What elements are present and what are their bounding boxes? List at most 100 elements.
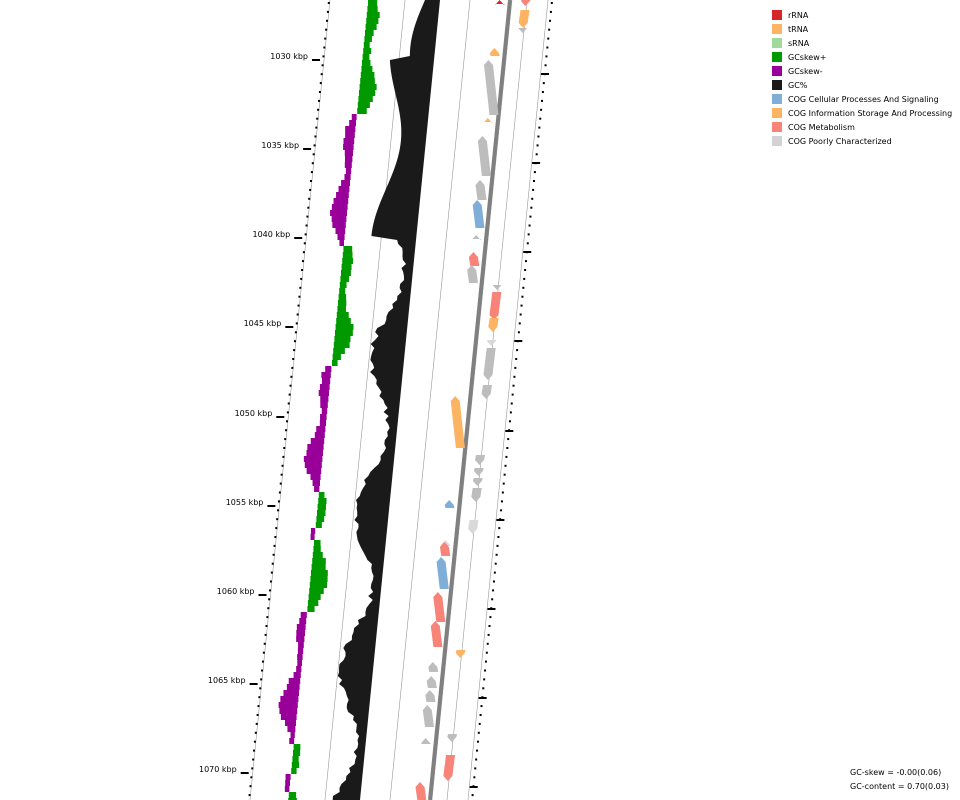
gc-skew-negative-bar bbox=[318, 390, 329, 396]
minor-tick bbox=[537, 135, 540, 138]
minor-tick bbox=[261, 669, 264, 672]
backbone-line bbox=[428, 0, 512, 800]
minor-tick bbox=[276, 518, 279, 521]
legend-swatch bbox=[772, 52, 782, 62]
minor-tick bbox=[485, 651, 488, 654]
gc-skew-negative-bar bbox=[293, 672, 301, 678]
gc-skew-positive-bar bbox=[335, 324, 354, 330]
gc-skew-positive-bar bbox=[308, 594, 321, 600]
gc-skew-negative-bar bbox=[344, 162, 352, 168]
minor-tick bbox=[508, 420, 511, 423]
gc-skew-positive-bar bbox=[339, 288, 346, 294]
gc-skew-negative-bar bbox=[349, 120, 356, 126]
minor-tick bbox=[296, 313, 299, 316]
gc-skew-negative-bar bbox=[296, 630, 305, 636]
minor-tick bbox=[248, 794, 251, 797]
minor-tick bbox=[527, 233, 530, 236]
minor-tick bbox=[284, 438, 287, 441]
gc-skew-negative-bar bbox=[332, 222, 346, 228]
minor-tick bbox=[494, 562, 497, 565]
legend-label: sRNA bbox=[788, 38, 810, 48]
minor-tick bbox=[310, 180, 312, 182]
gene-arrow bbox=[430, 621, 443, 647]
minor-tick bbox=[505, 455, 508, 458]
ring-line bbox=[446, 0, 528, 800]
gc-skew-negative-bar bbox=[341, 180, 350, 186]
gc-skew-negative-bar bbox=[344, 156, 353, 162]
gc-skew-positive-bar bbox=[318, 498, 327, 504]
minor-tick bbox=[271, 562, 274, 565]
gene-arrow bbox=[425, 690, 436, 702]
minor-tick bbox=[279, 482, 282, 485]
gc-skew-negative-bar bbox=[296, 666, 302, 672]
minor-tick bbox=[528, 224, 531, 227]
gc-skew-positive-bar bbox=[357, 102, 370, 108]
minor-tick bbox=[536, 144, 539, 147]
minor-tick bbox=[282, 455, 285, 458]
gene-arrow bbox=[444, 500, 455, 508]
gene-arrow bbox=[484, 60, 499, 115]
gc-skew-positive-bar bbox=[316, 516, 325, 522]
minor-tick bbox=[277, 500, 280, 503]
gc-skew-positive-bar bbox=[366, 18, 379, 24]
gene-arrow bbox=[472, 200, 485, 228]
gene-arrow bbox=[489, 292, 502, 320]
minor-tick bbox=[315, 126, 318, 129]
gc-skew-positive-bar bbox=[341, 264, 352, 270]
gc-skew-negative-bar bbox=[284, 720, 296, 726]
minor-tick bbox=[526, 242, 529, 245]
minor-tick bbox=[260, 678, 263, 681]
minor-tick bbox=[250, 776, 253, 779]
gc-skew-positive-bar bbox=[334, 336, 351, 342]
gc-skew-positive-bar bbox=[313, 546, 321, 552]
gc-skew-negative-bar bbox=[339, 240, 344, 246]
gc-skew-positive-bar bbox=[311, 564, 326, 570]
minor-tick bbox=[295, 322, 298, 325]
gc-skew-negative-bar bbox=[307, 444, 324, 450]
gene-arrow bbox=[468, 520, 479, 534]
gene-arrow bbox=[428, 662, 439, 672]
minor-tick bbox=[259, 687, 262, 690]
gene-arrow bbox=[477, 136, 491, 176]
legend-swatch bbox=[772, 66, 782, 76]
minor-tick bbox=[539, 117, 542, 120]
ring-line bbox=[389, 0, 471, 800]
gc-skew-positive-bar bbox=[342, 252, 353, 258]
gc-skew-negative-bar bbox=[321, 372, 331, 378]
legend-swatch bbox=[772, 10, 782, 20]
gc-skew-negative-bar bbox=[343, 138, 355, 144]
genome-backbone bbox=[428, 0, 512, 800]
gc-skew-negative-bar bbox=[280, 714, 297, 720]
gene-arrow bbox=[472, 478, 483, 486]
legend-item-rrna: rRNA bbox=[772, 8, 952, 22]
gene-arrow bbox=[422, 705, 434, 727]
minor-tick bbox=[513, 375, 516, 378]
minor-tick bbox=[532, 188, 535, 191]
gc-skew-negative-bar bbox=[310, 528, 316, 534]
gc-skew-negative-bar bbox=[298, 642, 304, 648]
gc-skew-positive-bar bbox=[362, 60, 371, 66]
minor-tick bbox=[475, 758, 478, 761]
minor-tick bbox=[550, 2, 553, 4]
gc-skew-negative-bar bbox=[306, 450, 323, 456]
legend-swatch bbox=[772, 24, 782, 34]
minor-tick bbox=[497, 536, 500, 538]
gc-skew-positive-bar bbox=[309, 588, 324, 594]
legend-item-cog-poorly: COG Poorly Characterized bbox=[772, 134, 952, 148]
minor-tick bbox=[299, 286, 302, 289]
gc-skew-positive-bar bbox=[291, 768, 297, 774]
minor-tick bbox=[305, 224, 308, 227]
minor-tick bbox=[482, 687, 485, 690]
minor-tick bbox=[514, 366, 517, 369]
legend-swatch bbox=[772, 94, 782, 104]
minor-tick bbox=[512, 384, 515, 387]
gc-skew-positive-bar bbox=[293, 750, 301, 756]
gc-skew-negative-bar bbox=[325, 366, 332, 372]
minor-tick bbox=[289, 384, 292, 387]
minor-tick bbox=[521, 295, 524, 298]
tick-label: 1065 kbp bbox=[208, 676, 246, 685]
gene-arrow bbox=[415, 782, 427, 800]
legend-label: GCskew- bbox=[788, 66, 823, 76]
minor-tick bbox=[533, 171, 536, 174]
minor-tick bbox=[478, 722, 481, 725]
